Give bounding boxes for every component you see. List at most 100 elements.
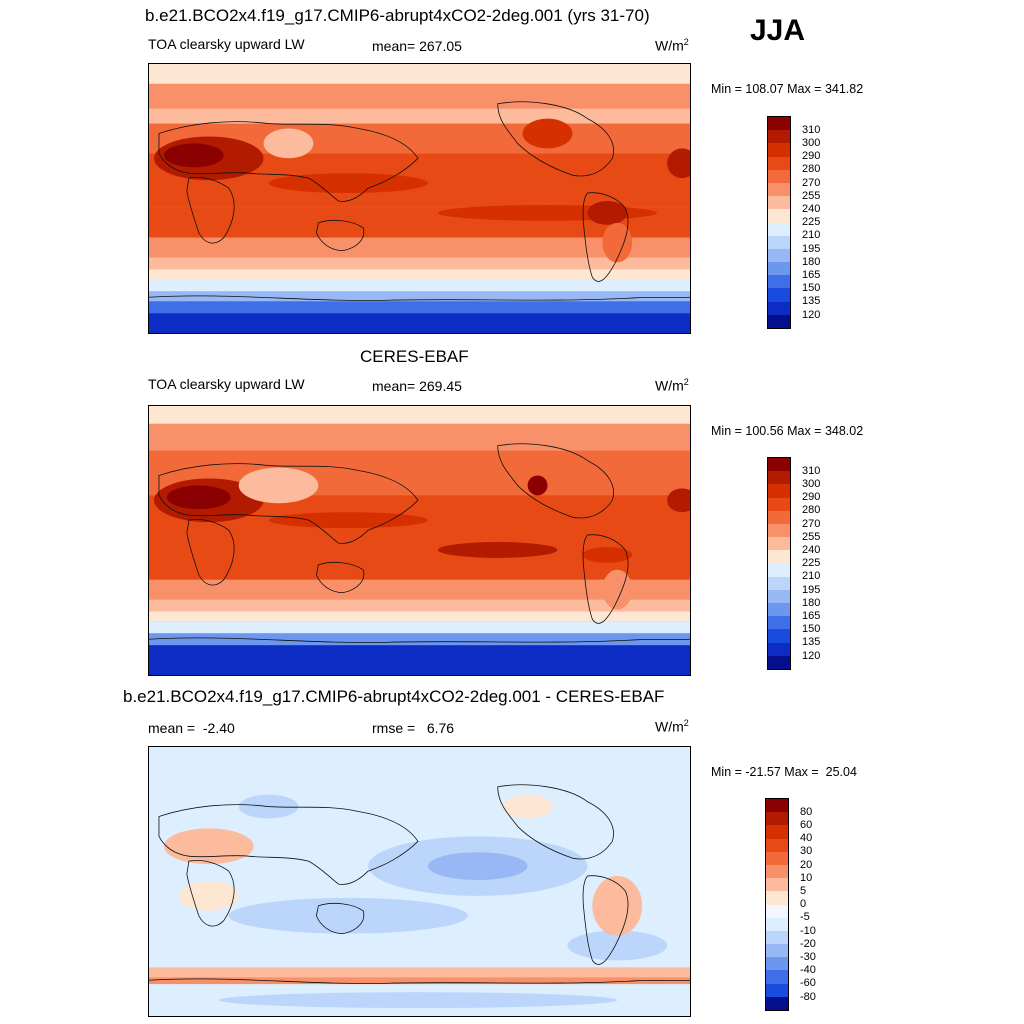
- colorbar-tick-label: 30: [800, 845, 813, 858]
- panel3-minmax: Min = -21.57 Max = 25.04: [711, 765, 857, 779]
- colorbar-tick-label: 60: [800, 818, 813, 831]
- colorbar-tick-label: 135: [802, 636, 821, 649]
- colorbar-swatch: [766, 917, 788, 931]
- colorbar-swatch: [768, 550, 790, 564]
- panel2-contour-map: [149, 406, 690, 675]
- colorbar-tick-label: 40: [800, 832, 813, 845]
- colorbar-swatch: [768, 248, 790, 263]
- colorbar-tick-label: 195: [802, 583, 821, 596]
- colorbar-swatch: [768, 262, 790, 276]
- colorbar-tick-label: 210: [802, 570, 821, 583]
- colorbar-swatch: [768, 169, 790, 183]
- colorbar-tick-label: 10: [800, 871, 813, 884]
- colorbar-swatch: [768, 222, 790, 236]
- colorbar-tick-label: 180: [802, 255, 821, 268]
- colorbar-swatch: [768, 130, 790, 144]
- colorbar-swatch: [768, 471, 790, 485]
- colorbar-swatch: [766, 930, 788, 945]
- colorbar-swatch: [768, 589, 790, 604]
- colorbar-swatch: [766, 878, 788, 892]
- colorbar-tick-label: 150: [802, 282, 821, 295]
- colorbar-swatch: [766, 970, 788, 984]
- colorbar-tick-label: 210: [802, 229, 821, 242]
- colorbar-tick-label: 310: [802, 464, 821, 477]
- colorbar-tick-label: 280: [802, 163, 821, 176]
- panel1-title: b.e21.BCO2x4.f19_g17.CMIP6-abrupt4xCO2-2…: [145, 6, 650, 25]
- colorbar-tick-label: -10: [800, 924, 816, 937]
- colorbar-tick-label: 240: [802, 202, 821, 215]
- colorbar-tick-label: -80: [800, 990, 816, 1003]
- colorbar-tick-label: 225: [802, 557, 821, 570]
- colorbar-swatch: [768, 301, 790, 315]
- colorbar-swatch: [768, 288, 790, 302]
- colorbar-tick-label: 5: [800, 884, 807, 897]
- colorbar-swatch: [768, 235, 790, 249]
- colorbar-tick-label: -5: [800, 911, 810, 924]
- panel2-variable: TOA clearsky upward LW: [148, 376, 305, 392]
- colorbar-swatch: [768, 510, 790, 524]
- colorbar-swatch: [768, 209, 790, 223]
- colorbar-tick-label: 300: [802, 477, 821, 490]
- colorbar-tick-label: 270: [802, 176, 821, 189]
- panel1-map: [148, 63, 691, 334]
- panel3-title: b.e21.BCO2x4.f19_g17.CMIP6-abrupt4xCO2-2…: [123, 687, 665, 706]
- panel2-mean: mean= 269.45: [372, 378, 462, 394]
- colorbar-swatch: [768, 655, 790, 669]
- colorbar-swatch: [768, 484, 790, 498]
- colorbar-tick-label: 165: [802, 268, 821, 281]
- colorbar-tick-label: 280: [802, 504, 821, 517]
- colorbar-tick-label: -40: [800, 964, 816, 977]
- colorbar-swatch: [768, 458, 790, 472]
- panel3-rmse: rmse = 6.76: [372, 720, 455, 736]
- colorbar-swatch: [768, 117, 790, 131]
- colorbar-tick-label: 150: [802, 623, 821, 636]
- colorbar-swatch: [768, 537, 790, 551]
- colorbar-tick-label: 80: [800, 805, 813, 818]
- panel3-map: [148, 746, 691, 1017]
- colorbar-swatch: [766, 838, 788, 852]
- panel2-title: CERES-EBAF: [360, 347, 469, 366]
- colorbar-swatch: [766, 891, 788, 905]
- panel1-mean: mean= 267.05: [372, 38, 462, 54]
- colorbar-swatch: [768, 523, 790, 538]
- colorbar-tick-label: 255: [802, 189, 821, 202]
- colorbar-swatch: [768, 196, 790, 210]
- panel3-units: W/m2: [655, 718, 689, 735]
- colorbar-swatch: [768, 497, 790, 511]
- colorbar-swatch: [766, 799, 788, 813]
- colorbar-tick-label: 240: [802, 543, 821, 556]
- colorbar-tick-label: 20: [800, 858, 813, 871]
- colorbar-tick-label: 195: [802, 242, 821, 255]
- colorbar-swatch: [768, 616, 790, 630]
- colorbar-tick-label: -60: [800, 977, 816, 990]
- colorbar-tick-label: 300: [802, 136, 821, 149]
- colorbar-swatch: [766, 983, 788, 997]
- panel2-units: W/m2: [655, 377, 689, 394]
- colorbar-tick-label: 290: [802, 491, 821, 504]
- panel1-colorbar-boxes: [767, 116, 791, 330]
- colorbar-swatch: [768, 275, 790, 289]
- colorbar-tick-label: 180: [802, 596, 821, 609]
- colorbar-swatch: [768, 182, 790, 197]
- colorbar-swatch: [766, 996, 788, 1010]
- panel1-contour-map: [149, 64, 690, 333]
- colorbar-swatch: [768, 576, 790, 590]
- colorbar-tick-label: -30: [800, 950, 816, 963]
- colorbar-tick-label: 165: [802, 609, 821, 622]
- colorbar-swatch: [768, 314, 790, 328]
- panel3-colorbar-boxes: [765, 798, 789, 1012]
- colorbar-swatch: [766, 904, 788, 918]
- colorbar-swatch: [766, 864, 788, 879]
- colorbar-tick-label: 225: [802, 216, 821, 229]
- panel1-variable: TOA clearsky upward LW: [148, 36, 305, 52]
- colorbar-tick-label: 270: [802, 517, 821, 530]
- colorbar-tick-label: 120: [802, 308, 821, 321]
- colorbar-tick-label: 310: [802, 123, 821, 136]
- panel2-colorbar-boxes: [767, 457, 791, 671]
- colorbar-swatch: [768, 143, 790, 157]
- colorbar-tick-label: 120: [802, 649, 821, 662]
- panel1-minmax: Min = 108.07 Max = 341.82: [711, 82, 864, 96]
- colorbar-tick-label: 0: [800, 898, 807, 911]
- panel2-map: [148, 405, 691, 676]
- colorbar-tick-label: 135: [802, 295, 821, 308]
